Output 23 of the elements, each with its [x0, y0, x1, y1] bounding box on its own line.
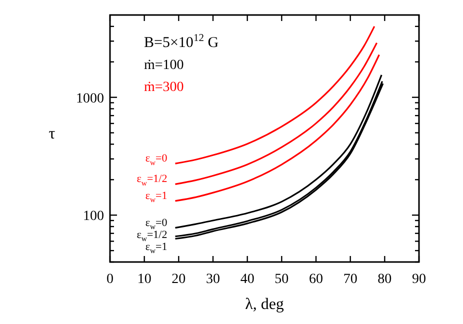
annotation: B=5×10$^{12}$ G — [144, 33, 219, 51]
annotation: ṁ=100 — [144, 58, 184, 73]
series-label: ε$_{w}$=1 — [145, 190, 168, 204]
series-label: ε$_{w}$=1/2 — [136, 228, 168, 244]
series-label: ε$_{w}$=0 — [145, 152, 168, 167]
series-label: ε$_{w}$=0 — [145, 216, 168, 232]
x-tick-label: 20 — [172, 272, 186, 287]
x-tick-label: 70 — [343, 272, 358, 287]
x-axis-title: λ, deg — [245, 296, 284, 313]
x-tick-label: 40 — [240, 272, 254, 287]
x-tick-label: 50 — [274, 272, 289, 287]
x-tick-label: 30 — [206, 272, 220, 287]
series-label: ε$_{w}$=1/2 — [136, 173, 168, 188]
x-tick-label: 90 — [412, 272, 426, 287]
y-tick-label: 100 — [83, 209, 104, 224]
y-axis-title: τ — [48, 126, 56, 142]
x-tick-label: 80 — [378, 272, 392, 287]
x-tick-label: 10 — [137, 272, 152, 287]
x-tick-label: 60 — [309, 272, 323, 287]
series-label: ε$_{w}$=1 — [145, 240, 168, 256]
y-tick-label: 1000 — [76, 91, 104, 106]
annotation: ṁ=300 — [144, 80, 184, 95]
x-tick-label: 0 — [106, 272, 114, 287]
